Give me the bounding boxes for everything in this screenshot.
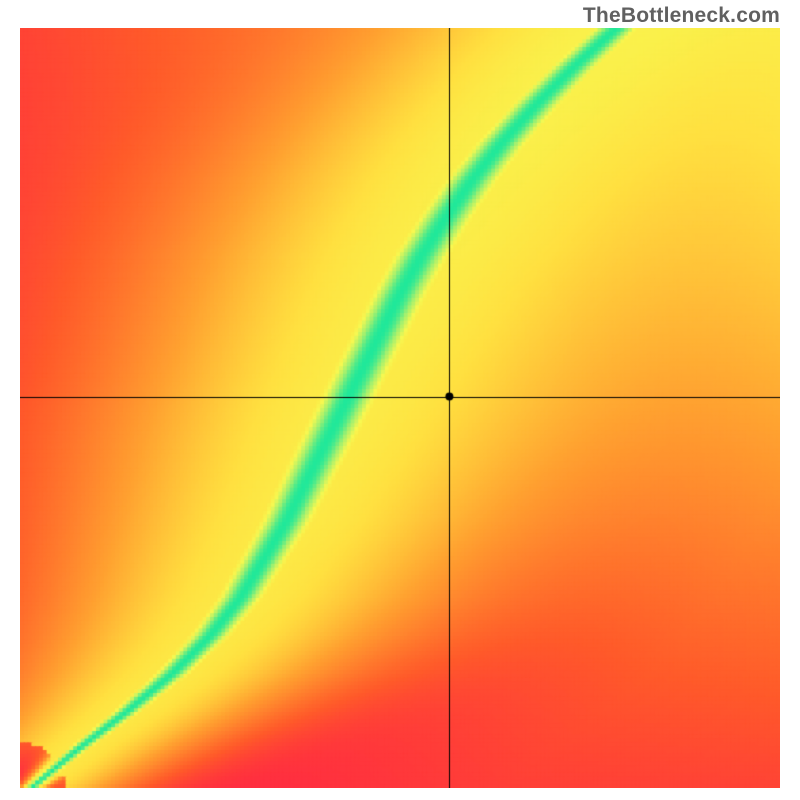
bottleneck-heatmap	[20, 28, 780, 788]
watermark-text: TheBottleneck.com	[583, 4, 780, 28]
